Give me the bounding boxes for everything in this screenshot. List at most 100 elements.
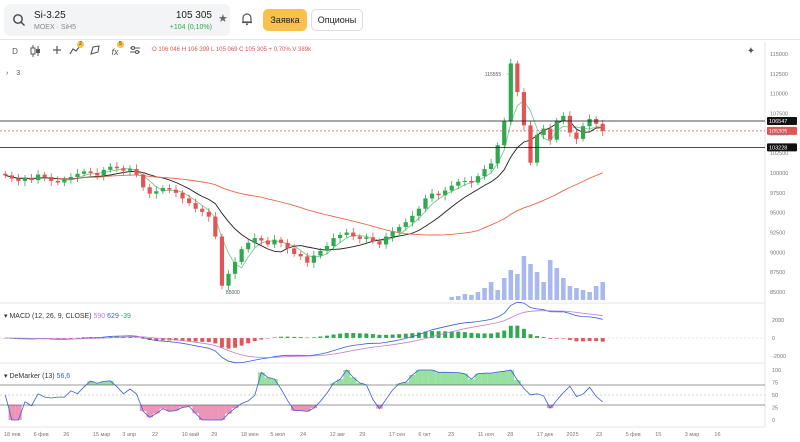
indicators-icon[interactable]: 2	[68, 41, 84, 60]
candle-body	[141, 174, 146, 188]
macd-histogram-bar	[174, 338, 178, 341]
star-icon[interactable]: ★	[218, 13, 228, 25]
candle-body	[187, 198, 192, 204]
candle-body	[68, 176, 74, 180]
candle-body	[160, 188, 165, 192]
demarker-overbought-fill	[507, 370, 515, 385]
macd-histogram-bar	[489, 333, 494, 338]
candle-body	[180, 192, 185, 199]
macd-histogram-bar	[305, 337, 310, 339]
drawings-badge: 5	[117, 41, 124, 48]
macd-histogram-bar	[265, 338, 270, 339]
demarker-tick-label: 100	[772, 368, 781, 374]
macd-tick-label: -2000	[772, 354, 786, 360]
volume-bar	[469, 295, 474, 300]
macd-histogram-bar	[187, 338, 192, 342]
options-button[interactable]: Опционы	[311, 9, 363, 31]
candle-body	[429, 193, 435, 199]
macd-histogram-bar	[502, 330, 507, 338]
macd-histogram-bar	[9, 338, 14, 339]
macd-histogram-bar	[495, 332, 500, 338]
demarker-overbought-fill	[264, 377, 272, 385]
macd-histogram-bar	[377, 334, 382, 338]
candle-body	[495, 145, 500, 164]
price-marker-bg	[767, 117, 797, 126]
candle-body	[16, 178, 21, 181]
macd-histogram-bar	[535, 336, 540, 338]
macd-histogram-bar	[101, 337, 106, 338]
time-tick-label: 17 сен	[389, 432, 406, 438]
candle-body	[246, 242, 251, 250]
candle-body	[9, 175, 14, 179]
candle-body	[272, 239, 277, 245]
compare-icon[interactable]	[50, 44, 64, 60]
candle-body	[193, 203, 198, 209]
bell-icon[interactable]	[240, 12, 254, 26]
candle-body	[55, 180, 60, 183]
ticker-selector[interactable]: Si-3.25 MOEX · SiH5 105 305 +104 (0,10%)	[4, 4, 230, 36]
price-tick-label: 110000	[770, 92, 788, 98]
candle-body	[232, 261, 238, 274]
demarker-collapse-icon[interactable]: ▾	[4, 373, 10, 380]
macd-histogram-bar	[357, 333, 362, 338]
function-icon[interactable]: fx 5	[108, 41, 124, 60]
demarker-overbought-fill	[343, 370, 350, 385]
chart-type-icon[interactable]	[28, 44, 42, 60]
candle-body	[554, 120, 559, 140]
volume-bar	[567, 286, 573, 300]
demarker-overbought-fill	[107, 380, 114, 385]
time-tick-label: 6 фев	[34, 432, 49, 438]
demarker-overbought-fill	[409, 375, 416, 385]
price-tick-label: 95000	[770, 211, 785, 217]
candle-body	[173, 189, 179, 193]
macd-collapse-icon[interactable]: ▾	[4, 313, 10, 320]
candle-body	[449, 185, 454, 191]
demarker-tick-label: 25	[772, 406, 778, 412]
volume-bar	[501, 278, 507, 300]
demarker-label-row: ▾ DeMarker (13) 56,6	[4, 372, 70, 380]
demarker-overbought-fill	[474, 373, 482, 385]
candle-body	[534, 134, 540, 163]
interval-button[interactable]: D	[12, 47, 18, 56]
demarker-oversold-fill	[8, 405, 16, 420]
time-tick-label: 28	[507, 432, 513, 438]
drawing-icon[interactable]	[88, 44, 102, 60]
candle-body	[344, 232, 349, 235]
time-tick-label: 17 дек	[537, 432, 554, 438]
demarker-overbought-fill	[435, 372, 442, 385]
macd-histogram-bar	[259, 338, 264, 340]
candle-body	[423, 198, 428, 209]
candle-body	[62, 179, 67, 183]
demarker-oversold-fill	[166, 405, 173, 412]
ai-sparkle-icon[interactable]: ✦	[746, 46, 756, 57]
candle-body	[331, 238, 336, 247]
candle-body	[600, 123, 605, 131]
macd-histogram-bar	[561, 338, 566, 339]
demarker-oversold-fill	[198, 405, 206, 420]
volume-bar	[475, 292, 481, 300]
layers-toggle[interactable]: › 3	[6, 70, 20, 77]
macd-histogram-bar	[403, 333, 408, 338]
price-tick-label: 112500	[770, 72, 788, 78]
candle-body	[154, 191, 159, 194]
price-tick-label: 100000	[770, 171, 788, 177]
macd-histogram-bar	[55, 338, 60, 339]
time-tick-label: 5 фев	[626, 432, 641, 438]
volume-bar	[462, 294, 468, 300]
macd-histogram-bar	[318, 336, 323, 338]
macd-histogram-bar	[298, 337, 303, 338]
settings-sliders-icon[interactable]	[128, 44, 142, 60]
macd-histogram-bar	[311, 337, 316, 338]
candle-body	[521, 92, 527, 126]
volume-bar	[561, 278, 566, 300]
demarker-overbought-fill	[93, 383, 101, 385]
volume-bar	[547, 260, 553, 300]
candle-body	[561, 115, 566, 121]
candle-body	[127, 169, 133, 171]
macd-histogram-bar	[567, 338, 572, 340]
indicators-badge: 2	[77, 41, 84, 48]
demarker-overbought-fill	[258, 372, 265, 385]
order-button[interactable]: Заявка	[263, 9, 307, 31]
demarker-overbought-fill	[487, 373, 495, 385]
